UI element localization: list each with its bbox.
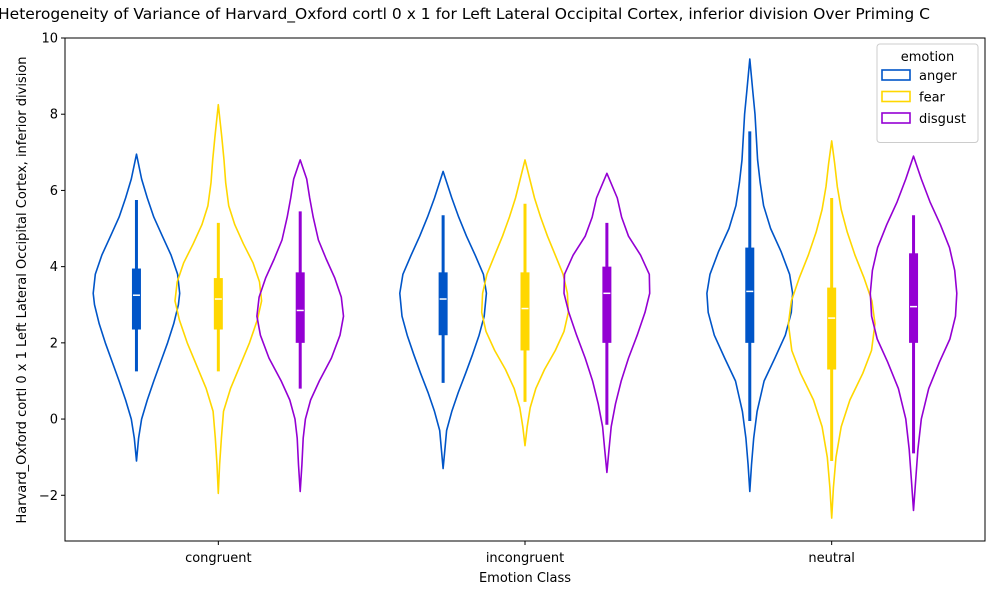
violin-outline bbox=[174, 103, 263, 495]
violin-iqr-box bbox=[213, 278, 223, 330]
x-tick-label: neutral bbox=[808, 551, 855, 566]
legend-swatch-disgust bbox=[881, 112, 911, 124]
y-tick-label: −2 bbox=[39, 489, 58, 504]
legend-label-anger: anger bbox=[919, 69, 957, 84]
x-tick-label: congruent bbox=[185, 551, 252, 566]
violin-outline bbox=[399, 170, 488, 470]
violin-iqr-box bbox=[520, 272, 530, 351]
violin-outline bbox=[92, 153, 181, 462]
y-tick-label: 8 bbox=[50, 108, 58, 123]
violin-fear-congruent bbox=[174, 103, 263, 495]
y-tick-label: 6 bbox=[50, 184, 58, 199]
violin-outline bbox=[869, 155, 958, 512]
legend-label-disgust: disgust bbox=[919, 112, 966, 127]
legend-swatch-anger bbox=[881, 69, 911, 81]
y-axis-label: Harvard_Oxford cortl 0 x 1 Left Lateral … bbox=[15, 56, 30, 523]
violin-disgust-incongruent bbox=[563, 172, 651, 474]
violin-anger-neutral bbox=[706, 58, 794, 493]
y-tick-label: 2 bbox=[50, 336, 58, 351]
violin-iqr-box bbox=[131, 268, 141, 330]
legend-label-fear: fear bbox=[919, 91, 946, 106]
violin-fear-incongruent bbox=[480, 159, 570, 447]
violin-outline bbox=[256, 159, 345, 493]
violin-disgust-neutral bbox=[869, 155, 958, 512]
x-axis: congruent incongruent neutral bbox=[185, 541, 855, 566]
violin-anger-congruent bbox=[92, 153, 181, 462]
violin-disgust-congruent bbox=[256, 159, 345, 493]
x-tick-label: incongruent bbox=[486, 551, 564, 566]
violin-outline bbox=[706, 58, 794, 493]
legend-frame bbox=[876, 43, 979, 143]
y-tick-label: 4 bbox=[50, 260, 58, 275]
legend-title: emotion bbox=[901, 50, 955, 65]
legend: emotion anger fear disgust bbox=[876, 43, 979, 143]
violin-outline bbox=[563, 172, 651, 474]
violin-iqr-box bbox=[295, 272, 305, 343]
plot-area bbox=[92, 58, 958, 519]
violin-outline bbox=[787, 140, 876, 519]
violin-iqr-box bbox=[745, 247, 755, 343]
violin-iqr-box bbox=[827, 287, 837, 370]
violin-iqr-box bbox=[909, 253, 919, 343]
y-axis: −2 0 2 4 6 8 10 bbox=[39, 32, 65, 504]
legend-swatch-fear bbox=[881, 90, 911, 103]
violin-anger-incongruent bbox=[399, 170, 488, 470]
chart-title: Heterogeneity of Variance of Harvard_Oxf… bbox=[0, 5, 930, 24]
violin-fear-neutral bbox=[787, 140, 876, 519]
violin-iqr-box bbox=[602, 266, 612, 343]
y-tick-label: 10 bbox=[41, 32, 58, 47]
violin-iqr-box bbox=[438, 272, 448, 336]
y-tick-label: 0 bbox=[50, 413, 58, 428]
violin-outline bbox=[480, 159, 570, 447]
x-axis-label: Emotion Class bbox=[479, 571, 571, 586]
